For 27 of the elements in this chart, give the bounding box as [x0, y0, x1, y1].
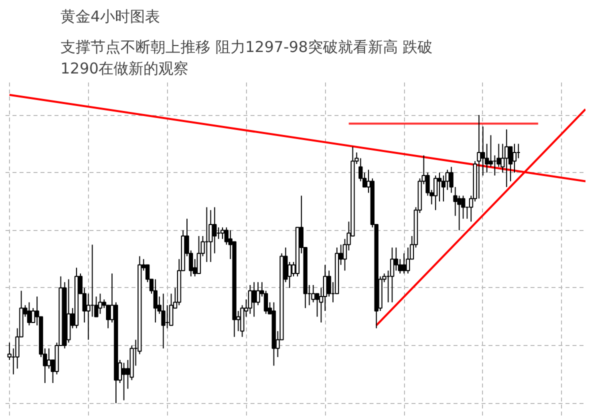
candlestick [433, 175, 438, 211]
candlestick [406, 247, 410, 274]
candlestick [248, 284, 252, 314]
candlestick [449, 166, 454, 194]
candlestick [98, 293, 102, 314]
candlestick [196, 236, 201, 274]
candlestick [208, 210, 213, 262]
candlestick [504, 128, 509, 188]
candlestick [480, 126, 485, 176]
candlestick [27, 302, 32, 326]
candlestick [252, 282, 256, 318]
candlestick [122, 362, 126, 401]
candlestick [256, 282, 260, 306]
candlestick [169, 293, 174, 326]
candlestick [46, 348, 51, 370]
candlestick [390, 247, 394, 303]
candlestick [512, 143, 517, 174]
chart-subtitle: 支撑节点不断朝上推移 阻力1297-98突破就看新高 跌破 1290在做新的观察 [60, 38, 433, 78]
candlestick [153, 278, 158, 323]
candlestick [311, 284, 316, 303]
candlestick [220, 226, 225, 240]
candlestick [476, 114, 482, 200]
candlestick [402, 252, 406, 274]
candlestick [161, 293, 166, 349]
chart-title: 黄金4小时图表 [60, 8, 160, 26]
candlestick [437, 172, 442, 202]
candlestick [212, 206, 217, 254]
